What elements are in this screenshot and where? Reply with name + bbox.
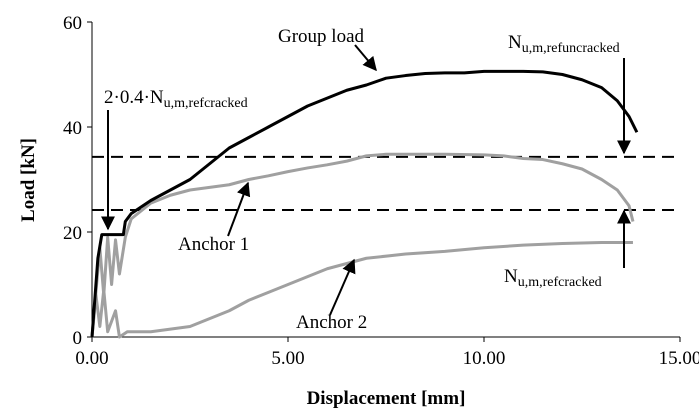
- series-label: Anchor 1: [178, 234, 249, 255]
- y-axis-label: Load [kN]: [18, 138, 39, 222]
- y-tick-label: 0: [73, 328, 83, 349]
- x-tick-label: 5.00: [271, 348, 304, 369]
- reference-label: Nu,m,refcracked: [504, 266, 602, 290]
- x-tick-label: 0.00: [75, 348, 108, 369]
- reference-label-main: N: [508, 32, 522, 53]
- reference-label-main: N: [504, 266, 518, 287]
- y-tick-label: 40: [63, 118, 82, 139]
- y-tick-label: 20: [63, 223, 82, 244]
- y-tick-label: 60: [63, 13, 82, 34]
- series-line: [90, 152, 635, 338]
- reference-label-sub: u,m,refcracked: [518, 275, 602, 290]
- arrow: [227, 181, 251, 237]
- series-line: [90, 69, 639, 338]
- x-tick-label: 10.00: [463, 348, 506, 369]
- series-label: Anchor 2: [296, 312, 367, 333]
- series-label: Group load: [278, 26, 365, 47]
- reference-label-sub: u,m,refuncracked: [522, 41, 620, 56]
- reference-label: Nu,m,refuncracked: [508, 32, 620, 56]
- x-tick-label: 15.00: [659, 348, 699, 369]
- arrow: [354, 44, 377, 72]
- annotation-main: 2·0.4·N: [104, 87, 164, 108]
- arrow: [329, 258, 356, 316]
- annotation: 2·0.4·Nu,m,refcracked: [104, 87, 248, 111]
- series-line: [90, 241, 633, 339]
- annotation-sub: u,m,refcracked: [164, 96, 248, 111]
- x-axis-label: Displacement [mm]: [307, 388, 466, 409]
